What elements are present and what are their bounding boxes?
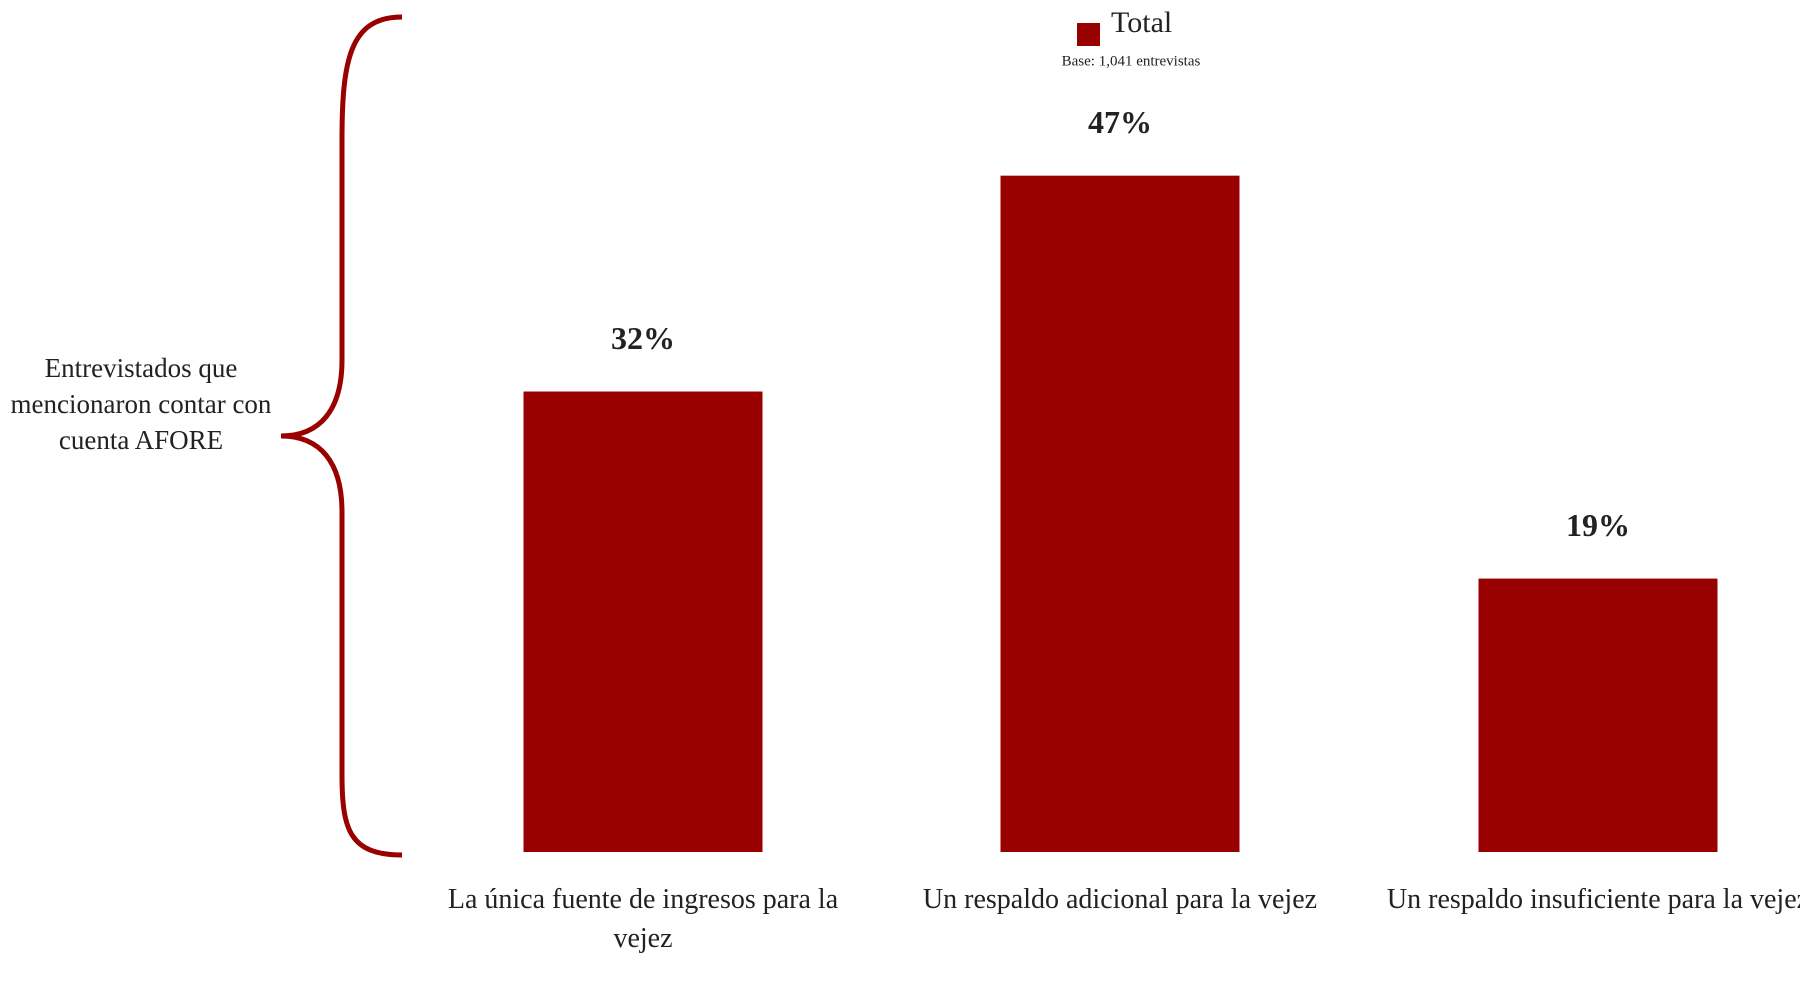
data-label: 32% — [611, 320, 675, 356]
data-label: 47% — [1088, 104, 1152, 140]
legend-swatch — [1077, 23, 1100, 46]
bar — [1478, 578, 1718, 852]
x-tick-label: Un respaldo insuficiente para la vejez — [1386, 884, 1800, 915]
annotation: Entrevistados que mencionaron contar con… — [10, 353, 272, 455]
x-tick-label: Un respaldo adicional para la vejez — [922, 884, 1318, 915]
x-tick-label: La única fuente de ingresos para la veje… — [447, 884, 839, 954]
bar — [523, 391, 763, 852]
bar — [1000, 175, 1240, 853]
legend-label: Total — [1111, 6, 1172, 39]
data-label: 19% — [1566, 507, 1630, 543]
note: Base: 1,041 entrevistas — [1062, 53, 1201, 69]
brace — [280, 14, 403, 858]
